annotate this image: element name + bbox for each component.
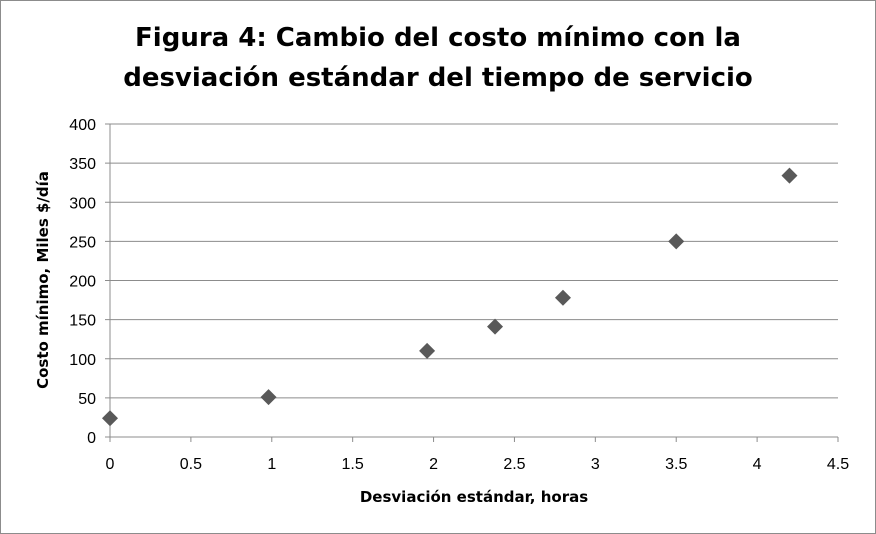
x-tick-label-1: 0.5: [180, 456, 202, 473]
y-tick-label-3: 150: [69, 313, 96, 330]
x-tick-label-8: 4: [753, 456, 762, 473]
x-tick-label-5: 2.5: [503, 456, 525, 473]
grid-lines: [110, 123, 838, 399]
tick-labels: 0 50 100 150 200 250 300 350 400 0 0.5 1 1.5 2 2.5 3 3.5…: [69, 117, 849, 473]
data-point-5: [668, 233, 685, 250]
data-point-4: [554, 289, 571, 306]
y-tick-label-8: 400: [69, 117, 96, 134]
data-point-2: [419, 342, 436, 359]
y-tick-label-5: 250: [69, 234, 96, 251]
data-point-3: [487, 318, 504, 335]
x-tick-label-0: 0: [106, 456, 115, 473]
x-tick-label-6: 3: [591, 456, 600, 473]
y-tick-label-2: 100: [69, 352, 96, 369]
data-point-6: [781, 167, 798, 184]
x-tick-label-3: 1.5: [342, 456, 364, 473]
x-tick-label-9: 4.5: [827, 456, 849, 473]
chart-title-line-1: Figura 4: Cambio del costo mínimo con la: [135, 23, 741, 53]
data-point-1: [260, 389, 277, 406]
x-tick-label-2: 1: [267, 456, 276, 473]
y-tick-label-0: 0: [87, 430, 96, 447]
data-point-0: [102, 410, 118, 427]
x-tick-label-4: 2: [429, 456, 438, 473]
y-tick-label-7: 350: [69, 156, 96, 173]
data-points: [102, 167, 798, 427]
chart-title-line-2: desviación estándar del tiempo de servic…: [123, 63, 753, 93]
x-tick-label-7: 3.5: [665, 456, 687, 473]
y-tick-label-4: 200: [69, 274, 96, 291]
y-tick-label-1: 50: [78, 391, 96, 408]
x-axis-title: Desviación estándar, horas: [360, 488, 588, 506]
chart-title: Figura 4: Cambio del costo mínimo con la…: [0, 18, 876, 98]
axes: [105, 123, 839, 442]
y-axis-title: Costo mínimo, Miles $/día: [34, 171, 52, 389]
y-tick-label-6: 300: [69, 195, 96, 212]
